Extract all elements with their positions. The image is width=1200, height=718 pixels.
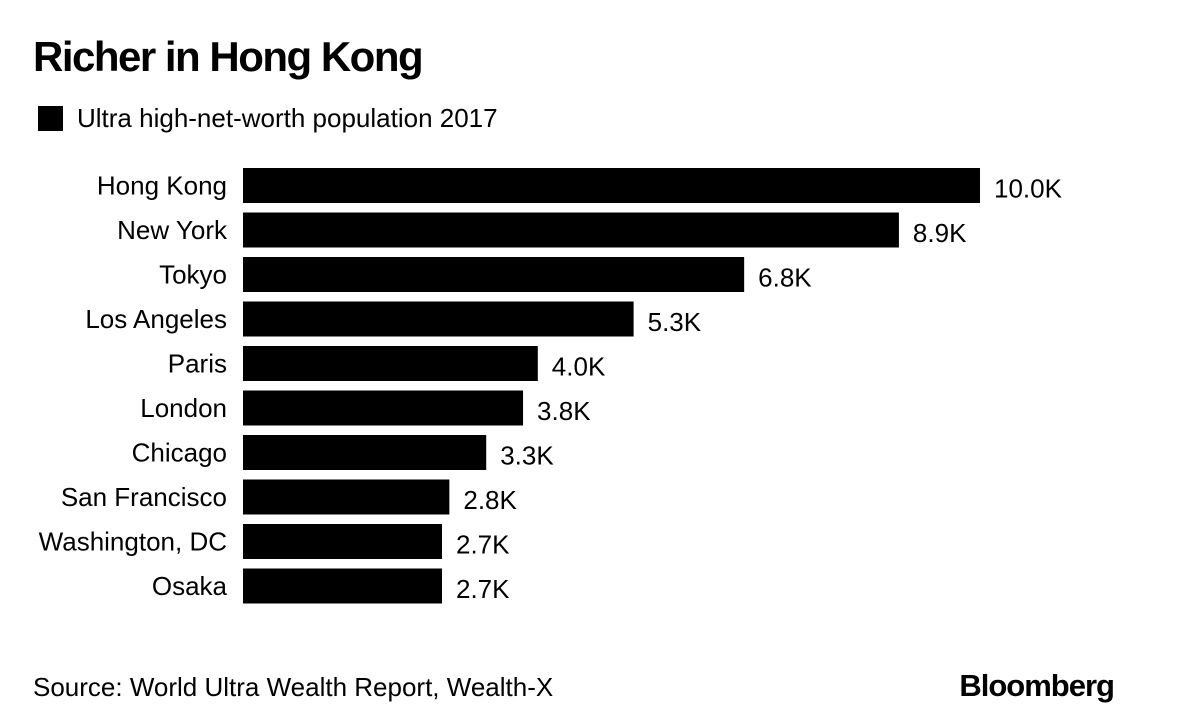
- category-label: Tokyo: [159, 260, 227, 290]
- category-label: Paris: [168, 349, 227, 379]
- value-label: 5.3K: [648, 307, 702, 337]
- category-label: San Francisco: [61, 482, 227, 512]
- value-label: 8.9K: [913, 218, 967, 248]
- category-label: Chicago: [132, 438, 227, 468]
- chart-title: Richer in Hong Kong: [33, 33, 424, 80]
- value-label: 3.8K: [537, 396, 591, 426]
- category-label: Washington, DC: [39, 527, 227, 557]
- bar: [243, 346, 538, 381]
- bar: [243, 435, 487, 470]
- bar: [243, 568, 442, 604]
- legend-label: Ultra high-net-worth population 2017: [77, 103, 498, 133]
- legend: Ultra high-net-worth population 2017: [38, 103, 498, 133]
- value-label: 6.8K: [758, 263, 812, 293]
- value-label: 4.0K: [552, 352, 606, 382]
- bar: [243, 390, 524, 426]
- bloomberg-logo: Bloomberg: [959, 668, 1115, 703]
- bar-chart: Hong Kong 10.0K New York 8.9K Tokyo 6.8K Los A…: [39, 168, 1063, 604]
- category-label: London: [140, 393, 227, 423]
- category-label: Los Angeles: [85, 304, 227, 334]
- value-label: 2.7K: [456, 574, 510, 604]
- bar: [243, 168, 980, 203]
- value-label: 2.7K: [456, 530, 510, 560]
- bar: [243, 524, 442, 559]
- category-label: Osaka: [152, 571, 228, 601]
- bar: [243, 301, 634, 337]
- bar: [243, 212, 899, 248]
- category-label: Hong Kong: [97, 171, 227, 201]
- bar: [243, 257, 745, 292]
- value-label: 10.0K: [994, 174, 1063, 204]
- bar: [243, 479, 450, 515]
- value-label: 3.3K: [500, 441, 554, 471]
- source-note: Source: World Ultra Wealth Report, Wealt…: [33, 672, 554, 702]
- value-label: 2.8K: [463, 485, 517, 515]
- category-label: New York: [117, 215, 228, 245]
- legend-swatch: [38, 105, 63, 131]
